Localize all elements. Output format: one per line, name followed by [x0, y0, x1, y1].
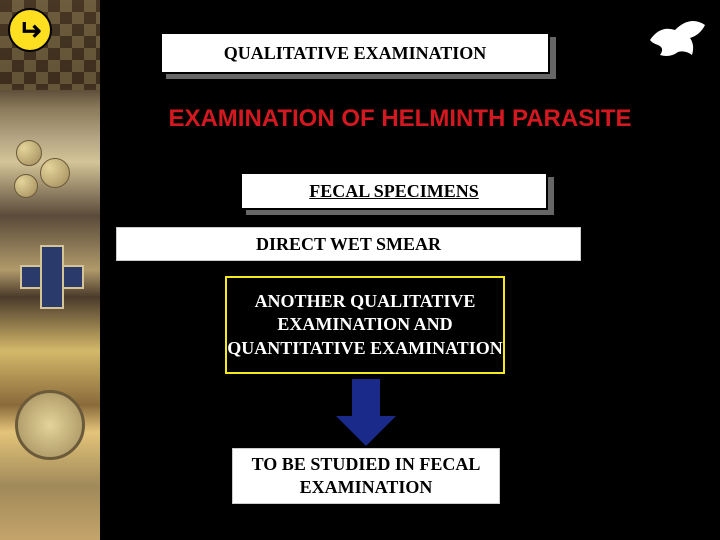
main-heading: EXAMINATION OF HELMINTH PARASITE: [100, 105, 700, 133]
title-box: QUALITATIVE EXAMINATION: [160, 32, 550, 74]
fecal-box-text: FECAL SPECIMENS: [309, 181, 479, 202]
smear-box-text: DIRECT WET SMEAR: [256, 234, 441, 255]
decorative-sidebar: [0, 0, 100, 540]
back-button[interactable]: ↵: [8, 8, 52, 52]
enter-arrow-icon: ↵: [18, 14, 41, 47]
another-box: ANOTHER QUALITATIVE EXAMINATION AND QUAN…: [225, 276, 505, 374]
down-arrow-icon: [336, 378, 396, 448]
another-box-text: ANOTHER QUALITATIVE EXAMINATION AND QUAN…: [227, 290, 503, 360]
bird-icon: [640, 10, 710, 70]
compass-decoration: [15, 390, 85, 460]
title-box-text: QUALITATIVE EXAMINATION: [224, 43, 487, 64]
medal-decoration: [15, 230, 85, 320]
studied-box-text: TO BE STUDIED IN FECAL EXAMINATION: [233, 453, 499, 500]
coins-decoration: [10, 140, 90, 200]
smear-box: DIRECT WET SMEAR: [116, 227, 581, 261]
fecal-box: FECAL SPECIMENS: [240, 172, 548, 210]
studied-box: TO BE STUDIED IN FECAL EXAMINATION: [232, 448, 500, 504]
